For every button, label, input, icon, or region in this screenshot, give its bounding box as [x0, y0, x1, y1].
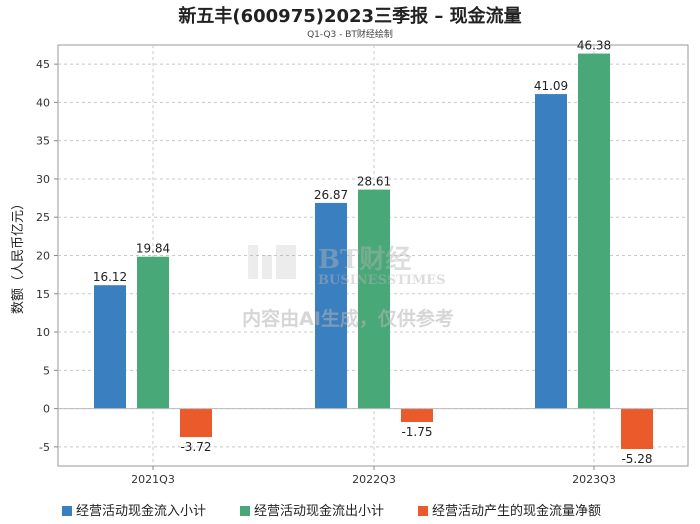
legend-swatch-outflow	[240, 506, 250, 516]
data-label-inflow-2023Q3: 41.09	[534, 79, 568, 93]
y-tick-label: 25	[36, 211, 50, 224]
chart-subtitle: Q1-Q3 - BT财经绘制	[307, 30, 393, 40]
data-label-outflow-2022Q3: 28.61	[357, 175, 391, 189]
y-tick-label: 45	[36, 58, 50, 71]
y-tick-label: 20	[36, 250, 50, 263]
x-tick-label: 2022Q3	[352, 473, 396, 486]
bar-outflow-2023Q3	[578, 53, 610, 409]
y-tick-label: 10	[36, 326, 50, 339]
bar-outflow-2021Q3	[137, 256, 169, 409]
y-tick-label: 30	[36, 173, 50, 186]
data-label-net-2021Q3: -3.72	[180, 440, 211, 454]
cash-flow-bar-chart: -5 0 5 10 15 20 25 30 35 40 45 数额（人民币亿元） 2021Q3 16.12…	[11, 39, 689, 486]
bar-inflow-2022Q3	[315, 202, 347, 409]
bar-net-2023Q3	[621, 408, 653, 450]
bar-outflow-2022Q3	[358, 189, 390, 409]
data-label-inflow-2021Q3: 16.12	[93, 270, 127, 284]
y-tick-label: 40	[36, 96, 50, 109]
legend-swatch-net	[418, 506, 428, 516]
bar-inflow-2023Q3	[535, 94, 567, 409]
bar-net-2022Q3	[401, 408, 433, 422]
legend-label-net: 经营活动产生的现金流量净额	[432, 504, 602, 519]
chart-title: 新五丰(600975)2023三季报 – 现金流量	[178, 6, 522, 27]
y-tick-label: 15	[36, 288, 50, 301]
bar-inflow-2021Q3	[94, 285, 126, 409]
data-label-net-2023Q3: -5.28	[621, 452, 652, 466]
legend-item-inflow: 经营活动现金流入小计	[62, 500, 206, 519]
y-tick-label: 35	[36, 135, 50, 148]
data-label-net-2022Q3: -1.75	[401, 425, 432, 439]
y-tick-label: 0	[43, 403, 50, 416]
data-label-outflow-2021Q3: 19.84	[136, 242, 170, 256]
legend-swatch-inflow	[62, 506, 72, 516]
bar-net-2021Q3	[180, 408, 212, 438]
legend-item-net: 经营活动产生的现金流量净额	[418, 500, 601, 519]
y-tick-label: 5	[43, 364, 50, 377]
data-label-outflow-2023Q3: 46.38	[577, 39, 611, 53]
x-tick-label: 2021Q3	[131, 473, 175, 486]
y-axis-label: 数额（人民币亿元）	[11, 197, 26, 314]
legend-label-inflow: 经营活动现金流入小计	[76, 504, 207, 519]
legend-item-outflow: 经营活动现金流出小计	[240, 500, 384, 519]
y-tick-label: -5	[39, 441, 50, 454]
data-label-inflow-2022Q3: 26.87	[314, 188, 348, 202]
x-tick-label: 2023Q3	[572, 473, 616, 486]
legend-label-outflow: 经营活动现金流出小计	[254, 504, 385, 519]
